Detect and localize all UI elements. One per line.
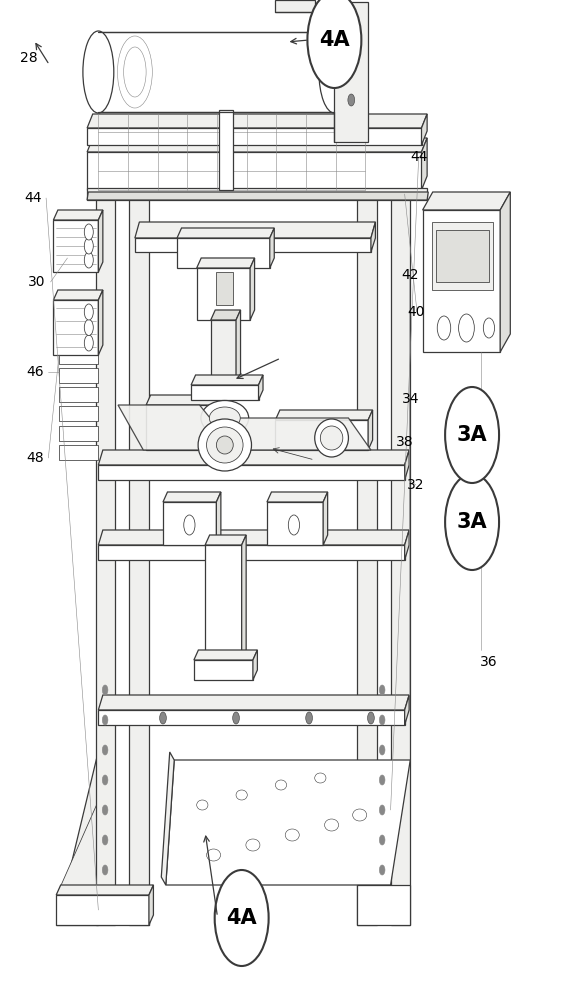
Polygon shape <box>59 387 98 402</box>
Polygon shape <box>177 238 270 268</box>
Polygon shape <box>59 368 98 383</box>
Circle shape <box>307 0 361 88</box>
Polygon shape <box>56 800 98 895</box>
Ellipse shape <box>209 407 241 429</box>
Circle shape <box>184 515 195 535</box>
Circle shape <box>379 805 385 815</box>
Ellipse shape <box>320 426 343 450</box>
Circle shape <box>84 224 93 240</box>
Ellipse shape <box>83 31 114 113</box>
Polygon shape <box>423 192 510 210</box>
Polygon shape <box>253 650 257 680</box>
Polygon shape <box>53 220 98 272</box>
Polygon shape <box>267 492 328 502</box>
Polygon shape <box>163 492 221 502</box>
Circle shape <box>84 238 93 254</box>
Circle shape <box>445 387 499 483</box>
Polygon shape <box>191 375 263 385</box>
Polygon shape <box>211 310 241 320</box>
Text: 42: 42 <box>401 268 419 282</box>
Polygon shape <box>422 138 427 190</box>
Polygon shape <box>53 210 103 220</box>
Polygon shape <box>56 895 149 925</box>
Polygon shape <box>270 228 274 268</box>
Polygon shape <box>59 329 98 344</box>
Polygon shape <box>197 268 250 320</box>
Circle shape <box>483 318 495 338</box>
Circle shape <box>102 745 108 755</box>
Polygon shape <box>98 710 405 725</box>
Polygon shape <box>56 750 98 925</box>
Circle shape <box>84 252 93 268</box>
Circle shape <box>102 685 108 695</box>
Circle shape <box>348 34 355 46</box>
Ellipse shape <box>201 400 248 436</box>
Polygon shape <box>96 122 115 925</box>
Text: 30: 30 <box>28 275 46 289</box>
Polygon shape <box>275 0 315 12</box>
Polygon shape <box>214 418 371 450</box>
Polygon shape <box>98 290 103 355</box>
Polygon shape <box>59 445 98 460</box>
Polygon shape <box>87 152 422 190</box>
Text: 3A: 3A <box>457 512 487 532</box>
Polygon shape <box>129 122 149 925</box>
Polygon shape <box>436 230 489 282</box>
Circle shape <box>84 335 93 351</box>
Polygon shape <box>191 385 259 400</box>
Circle shape <box>379 745 385 755</box>
Text: 28: 28 <box>20 51 38 65</box>
Circle shape <box>379 685 385 695</box>
Polygon shape <box>59 426 98 441</box>
Polygon shape <box>216 272 233 305</box>
Polygon shape <box>59 310 98 325</box>
Circle shape <box>102 865 108 875</box>
Circle shape <box>437 316 451 340</box>
Polygon shape <box>236 310 241 385</box>
Polygon shape <box>118 405 236 450</box>
Circle shape <box>459 314 474 342</box>
Polygon shape <box>87 138 427 152</box>
Polygon shape <box>87 128 422 145</box>
Ellipse shape <box>216 436 233 454</box>
Polygon shape <box>146 405 219 450</box>
Circle shape <box>233 712 239 724</box>
Circle shape <box>84 320 93 336</box>
Polygon shape <box>135 222 375 238</box>
Text: 38: 38 <box>396 435 414 449</box>
Circle shape <box>379 715 385 725</box>
Circle shape <box>215 870 269 966</box>
Polygon shape <box>357 122 377 925</box>
Polygon shape <box>135 238 371 252</box>
Polygon shape <box>357 885 410 925</box>
Text: 48: 48 <box>26 451 44 465</box>
Polygon shape <box>405 450 409 480</box>
Circle shape <box>379 865 385 875</box>
Text: 44: 44 <box>24 191 42 205</box>
Ellipse shape <box>198 419 252 471</box>
Polygon shape <box>98 530 409 545</box>
Circle shape <box>306 712 312 724</box>
Circle shape <box>288 515 300 535</box>
Ellipse shape <box>319 31 350 113</box>
Polygon shape <box>405 530 409 560</box>
Polygon shape <box>87 114 427 128</box>
Circle shape <box>102 775 108 785</box>
Polygon shape <box>250 258 255 320</box>
Polygon shape <box>98 695 409 710</box>
Polygon shape <box>205 535 246 545</box>
Polygon shape <box>146 395 224 405</box>
Polygon shape <box>216 492 221 545</box>
Polygon shape <box>53 290 103 300</box>
Polygon shape <box>267 502 323 545</box>
Polygon shape <box>334 2 368 142</box>
Polygon shape <box>205 545 242 660</box>
Polygon shape <box>53 300 98 355</box>
Polygon shape <box>98 450 409 465</box>
Polygon shape <box>259 375 263 400</box>
Circle shape <box>102 805 108 815</box>
Polygon shape <box>422 114 427 145</box>
Polygon shape <box>405 695 409 725</box>
Polygon shape <box>98 210 103 272</box>
